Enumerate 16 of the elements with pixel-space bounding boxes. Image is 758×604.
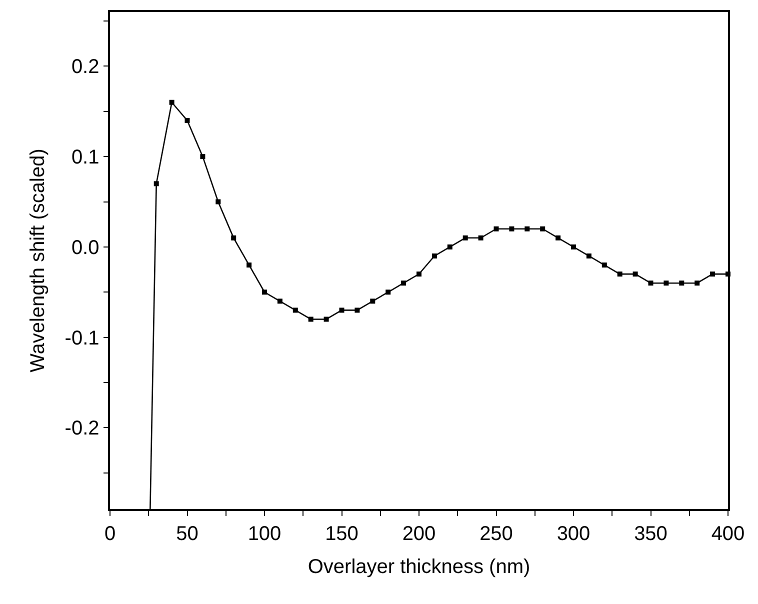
y-tick-label: 0.1 bbox=[71, 146, 100, 169]
y-tick-label: -0.2 bbox=[64, 418, 100, 440]
y-tick-label: 0.2 bbox=[71, 56, 100, 78]
y-axis-title: Wavelength shift (scaled) bbox=[26, 148, 49, 372]
x-tick-label: 300 bbox=[556, 522, 590, 545]
x-tick-label: 50 bbox=[176, 522, 198, 545]
x-tick-label: 200 bbox=[402, 522, 436, 545]
x-tick-label: 100 bbox=[248, 522, 282, 545]
x-axis-title: Overlayer thickness (nm) bbox=[308, 556, 530, 578]
x-tick-label: 0 bbox=[104, 522, 116, 545]
x-tick-label: 400 bbox=[711, 522, 745, 545]
x-tick-label: 350 bbox=[634, 522, 668, 545]
x-tick-label: 150 bbox=[325, 522, 358, 545]
x-tick-label: 250 bbox=[480, 522, 513, 545]
y-tick-label: -0.1 bbox=[64, 327, 100, 350]
y-tick-label: 0.0 bbox=[71, 236, 100, 259]
